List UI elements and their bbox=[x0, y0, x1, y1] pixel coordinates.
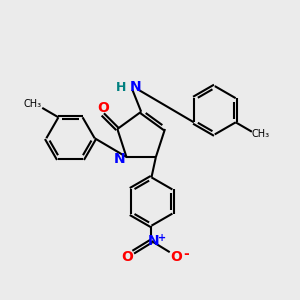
Text: CH₃: CH₃ bbox=[24, 99, 42, 110]
Text: N: N bbox=[114, 152, 126, 167]
Text: N: N bbox=[130, 80, 142, 94]
Text: -: - bbox=[183, 247, 189, 261]
Text: H: H bbox=[116, 81, 126, 94]
Text: N: N bbox=[148, 234, 160, 248]
Text: O: O bbox=[97, 101, 109, 115]
Text: +: + bbox=[158, 233, 166, 243]
Text: O: O bbox=[122, 250, 133, 265]
Text: CH₃: CH₃ bbox=[252, 129, 270, 139]
Text: O: O bbox=[170, 250, 182, 264]
